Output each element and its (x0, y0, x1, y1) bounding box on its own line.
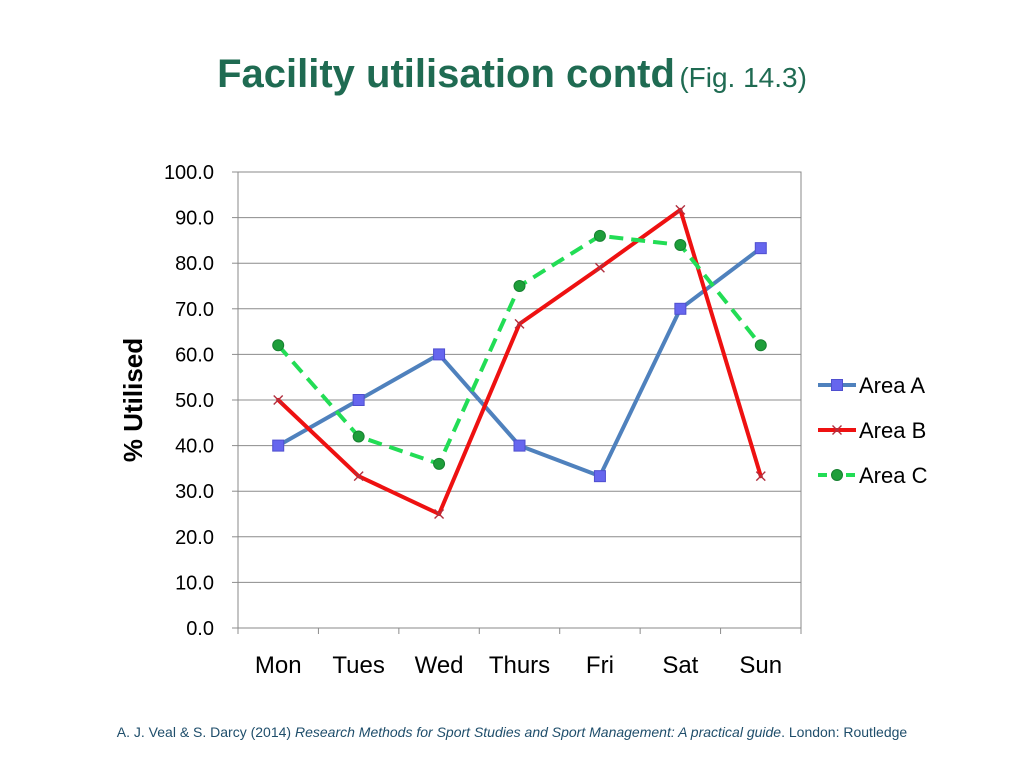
data-point (674, 302, 687, 315)
legend-label: Area C (859, 463, 928, 488)
x-tick-label: Thurs (489, 652, 550, 679)
slide-title: Facility utilisation contd (Fig. 14.3) (0, 52, 1024, 97)
series-area-c (272, 229, 767, 470)
y-tick-label: 0.0 (186, 618, 214, 640)
legend: Area A Area B Area C (818, 373, 928, 488)
data-point (272, 339, 285, 352)
data-point (433, 457, 446, 470)
y-tick-label: 60.0 (175, 344, 214, 366)
legend-entry: Area C (818, 463, 928, 488)
data-point (272, 439, 285, 452)
data-point (831, 379, 843, 391)
citation-book-title: Research Methods for Sport Studies and S… (294, 724, 782, 740)
data-point (434, 509, 445, 519)
data-point (514, 318, 525, 329)
series-area-a (272, 242, 767, 483)
y-tick-label: 20.0 (175, 527, 214, 549)
x-tick-label: Wed (415, 652, 464, 679)
x-tick-label: Mon (255, 652, 302, 679)
citation-authors: A. J. Veal & S. Darcy (2014) (116, 724, 295, 740)
data-point (352, 394, 365, 406)
slide-title-main: Facility utilisation contd (217, 52, 675, 96)
gridlines (238, 171, 801, 629)
series-line (276, 233, 763, 466)
y-tick-label: 70.0 (175, 299, 214, 321)
data-point (273, 395, 284, 405)
data-point (352, 430, 365, 443)
legend-entry: Area B (818, 418, 926, 443)
legend-label: Area B (859, 418, 926, 443)
y-tick-label: 80.0 (175, 253, 214, 275)
data-point (593, 229, 606, 242)
data-point (755, 471, 766, 482)
x-tick-label: Sun (739, 652, 782, 679)
data-point (674, 238, 687, 251)
data-point (594, 262, 605, 273)
data-point (513, 439, 526, 452)
data-point (832, 425, 842, 435)
x-tick-label: Tues (332, 652, 384, 679)
y-tick-label: 90.0 (175, 208, 214, 230)
data-point (675, 204, 686, 215)
y-tick-label: 100.0 (164, 162, 214, 184)
slide-title-figure-ref: (Fig. 14.3) (679, 62, 807, 93)
line-chart: 0.0 10.0 20.0 30.0 40.0 50.0 60.0 70.0 80.0 90.0 1… (118, 162, 928, 679)
data-point (433, 348, 446, 361)
y-axis-ticks: 0.0 10.0 20.0 30.0 40.0 50.0 60.0 70.0 80.0 90.0 1… (164, 162, 238, 640)
data-point (513, 280, 526, 292)
x-tick-label: Sat (662, 652, 698, 679)
y-axis-label: % Utilised (118, 338, 148, 462)
x-axis-ticks: Mon Tues Wed Thurs Fri Sat Sun (237, 628, 802, 679)
legend-entry: Area A (818, 373, 925, 398)
series-lines (272, 204, 767, 519)
data-point (353, 471, 364, 482)
data-point (754, 339, 767, 352)
y-tick-label: 30.0 (175, 481, 214, 503)
y-tick-label: 50.0 (175, 390, 214, 412)
data-point (754, 242, 767, 255)
series-area-b (273, 204, 766, 519)
citation: A. J. Veal & S. Darcy (2014) Research Me… (0, 724, 1024, 740)
y-tick-label: 40.0 (175, 436, 214, 458)
data-point (831, 469, 843, 481)
data-point (593, 470, 606, 483)
citation-publisher: . London: Routledge (781, 724, 908, 740)
x-tick-label: Fri (586, 652, 614, 679)
y-tick-label: 10.0 (175, 572, 214, 594)
legend-label: Area A (859, 373, 925, 398)
series-line (276, 207, 763, 516)
